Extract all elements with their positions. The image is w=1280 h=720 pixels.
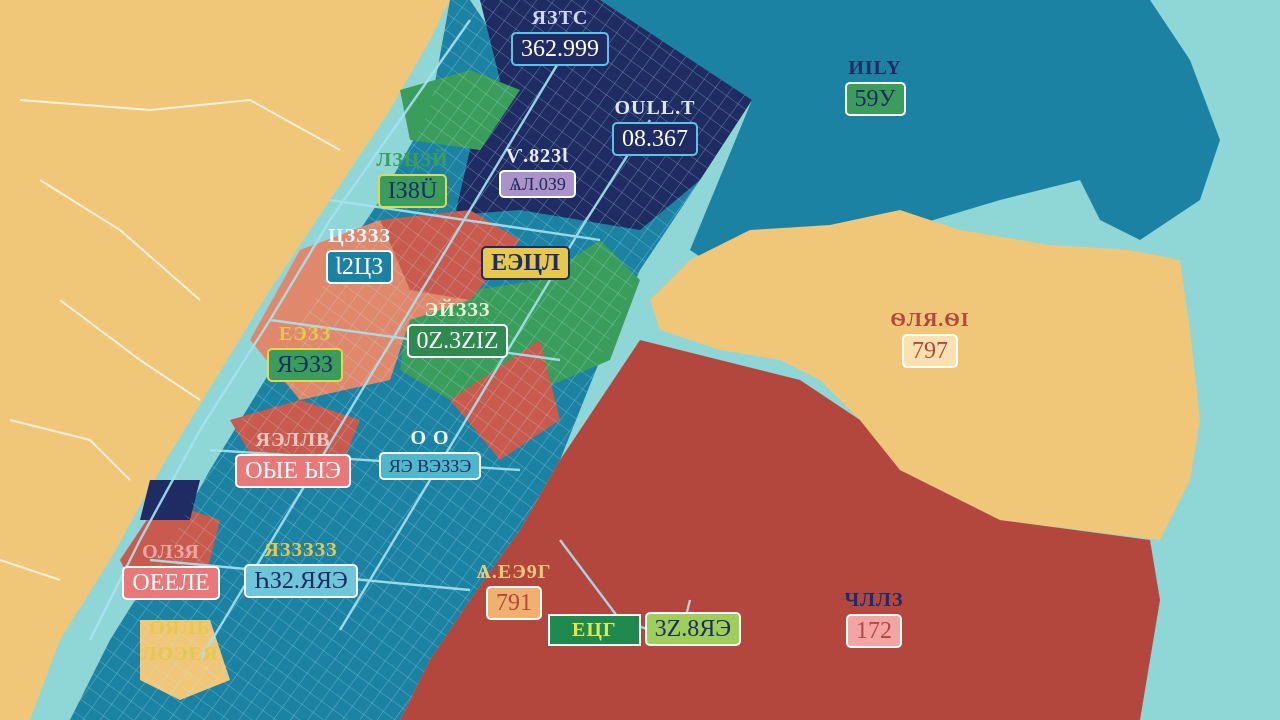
west-roads xyxy=(0,98,341,581)
label-navy-right-value: 08.367 xyxy=(612,122,698,156)
label-mid-small: ЦЗЗЗЗ Ɩ2ЦЗ xyxy=(312,226,407,284)
label-center-green: ЭЙЗЗЗ 0Z.3ZIZ xyxy=(395,300,520,358)
label-left-mid: ЕЭЗЗ ЯЭЗЗ xyxy=(255,324,355,382)
east-land xyxy=(600,0,1220,270)
label-center-cyan: О О ЯЭ ВЭЗЗЭ xyxy=(365,428,495,480)
label-east-tan-value: 797 xyxy=(902,334,958,368)
label-se-orange: Ѧ.ЕЭ9Г 791 xyxy=(462,562,566,620)
label-ne-teal-value: 59У xyxy=(844,82,906,116)
label-top-navy-value: 362.999 xyxy=(511,32,609,66)
label-se-red: ЧЛЛЗ 172 xyxy=(826,590,922,648)
label-navy-right: OULL.T 08.367 xyxy=(590,98,720,156)
label-sw-tan: ОЯЛБ ЛОЭЕЯ xyxy=(128,618,232,664)
label-upper-mid: Ѵ.823Ɩ ѦЛ.0З9 xyxy=(470,146,605,198)
label-left-mid-value: ЯЭЗЗ xyxy=(266,348,344,382)
label-se-red-value: 172 xyxy=(846,614,902,648)
label-center-green-value: 0Z.3ZIZ xyxy=(406,324,509,358)
label-se-green: ЕЦГ 3Z.8ЯЭ xyxy=(548,608,742,646)
label-left-red-value: ОЫЕ ЫЭ xyxy=(235,454,351,488)
label-mid-yellow-value: ЕЭЦЛ xyxy=(481,246,570,280)
street-grid xyxy=(70,0,752,720)
label-upper-mid-value: ѦЛ.0З9 xyxy=(499,170,576,198)
label-sw-tan-value: ЛОЭЕЯ xyxy=(141,643,219,665)
label-upper-left: ЛЗЦЗЙ ІЗ8Ü xyxy=(355,150,470,208)
label-left-red: ЯЭЛЛВ ОЫЕ ЫЭ xyxy=(228,430,358,488)
label-sw-cyan-value: ҺЗ2.ЯЯЭ xyxy=(244,564,358,598)
east-tan-land xyxy=(650,210,1200,540)
label-sw-red-value: ОЕЕЛЕ xyxy=(122,566,220,600)
label-sw-red: ОЛЗЯ ОЕЕЛЕ xyxy=(118,542,224,600)
label-top-navy: ЯЗТС 362.999 xyxy=(490,8,630,66)
label-se-orange-value: 791 xyxy=(486,586,542,620)
label-center-cyan-value: ЯЭ ВЭЗЗЭ xyxy=(378,452,482,480)
label-mid-small-value: Ɩ2ЦЗ xyxy=(325,250,394,284)
label-ne-teal: ИILY 59У xyxy=(820,58,930,116)
label-mid-yellow: ЕЭЦЛ xyxy=(468,242,583,280)
label-east-tan: ѲЛЯ.ѲІ 797 xyxy=(880,310,980,368)
label-sw-cyan: ЯЗЗЗЗЗ ҺЗ2.ЯЯЭ xyxy=(244,540,358,598)
west-land xyxy=(0,0,450,720)
label-upper-left-value: ІЗ8Ü xyxy=(377,174,448,208)
label-se-green-value: 3Z.8ЯЭ xyxy=(644,612,742,646)
